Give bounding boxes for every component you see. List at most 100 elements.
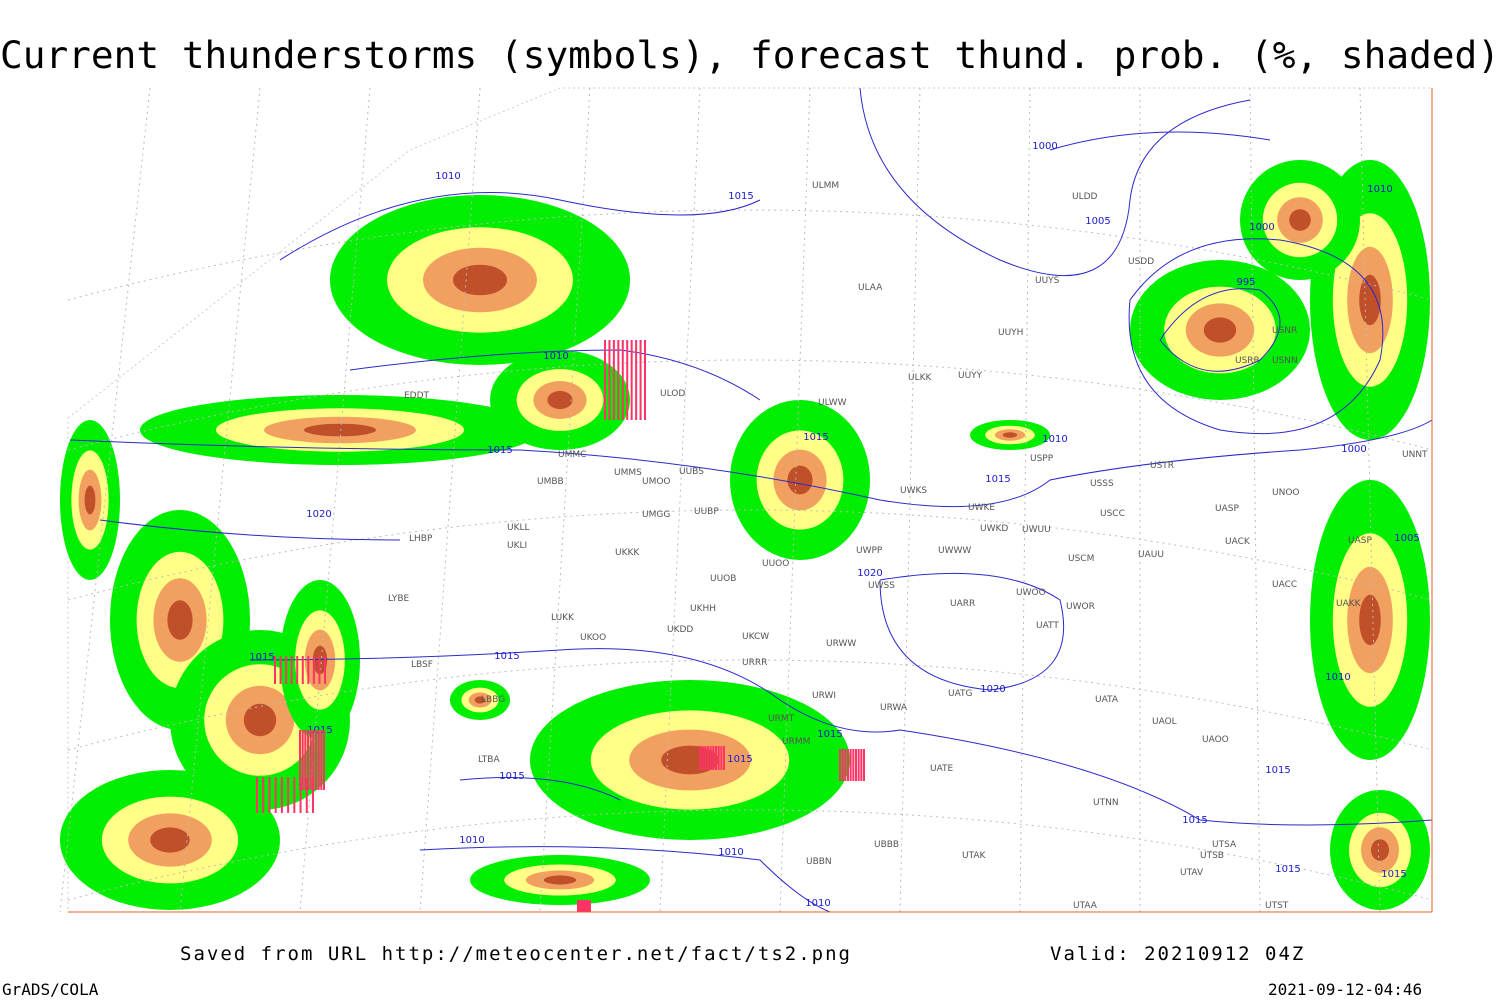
isobar-label: 1020 (306, 509, 331, 520)
station-label: UUOO (762, 559, 789, 569)
station-label: UWOO (1016, 588, 1046, 598)
graticule (67, 359, 1433, 451)
shading (84, 485, 96, 515)
software: GrADS/COLA (2, 980, 99, 999)
station-label: UWUU (1022, 525, 1051, 535)
station-label: ULOD (660, 389, 685, 399)
station-label: LTBA (478, 755, 500, 765)
station-label: USPP (1030, 454, 1054, 464)
isobar (1128, 238, 1384, 435)
station-label: UUYS (1035, 276, 1060, 286)
station-label: UWWW (938, 546, 971, 556)
station-label: UUYH (998, 328, 1023, 338)
isobar-label: 1015 (1381, 869, 1406, 880)
graticule (67, 809, 1433, 901)
isobar-label: 1005 (1085, 216, 1110, 227)
station-label: URWW (826, 639, 856, 649)
station-label: LHBP (409, 534, 433, 544)
isobar-label: 1010 (459, 835, 484, 846)
station-label: UKHH (690, 604, 716, 614)
station-label: ULWW (818, 398, 847, 408)
station-label: UKLL (507, 523, 530, 533)
map-labels: 1010 1015 1000 1005 1010 1000 995 1010 1015 1010 1… (249, 141, 1428, 911)
station-label: UASP (1215, 504, 1239, 514)
station-label: URWA (880, 703, 908, 713)
isobar (99, 519, 401, 541)
station-label: UATT (1036, 621, 1059, 631)
station-label: URWI (812, 691, 836, 701)
storm-symbols (256, 340, 865, 912)
station-label: URMM (782, 737, 810, 747)
station-label: UWOR (1066, 602, 1095, 612)
station-label: UASP (1348, 536, 1372, 546)
station-label: UTSB (1200, 851, 1224, 861)
isobar-label: 1000 (1032, 141, 1057, 152)
station-label: USNN (1272, 356, 1298, 366)
station-label: UATE (930, 764, 954, 774)
source-url: Saved from URL http://meteocenter.net/fa… (180, 943, 852, 965)
station-label: UKLI (507, 541, 527, 551)
isobar-label: 1000 (1341, 444, 1366, 455)
station-label: UAUU (1138, 550, 1164, 560)
isobar-label: 1015 (1265, 765, 1290, 776)
shading (543, 875, 577, 885)
isobar (459, 777, 621, 801)
probability-shading (60, 160, 1430, 910)
station-label: USTR (1150, 461, 1174, 471)
shading (1002, 432, 1018, 438)
station-label: URRR (742, 658, 767, 668)
isobar-label: 1010 (543, 351, 568, 362)
station-label: UAOO (1202, 735, 1229, 745)
isobar-label: 1000 (1249, 222, 1274, 233)
isobar (279, 192, 761, 261)
station-label: ULKK (908, 373, 933, 383)
title: Current thunderstorms (symbols), forecas… (0, 34, 1500, 77)
station-label: USCM (1068, 554, 1094, 564)
station-label: UACK (1225, 537, 1251, 547)
station-label: UTSA (1212, 840, 1237, 850)
isobar-label: 1015 (803, 432, 828, 443)
station-label: UMBB (537, 477, 564, 487)
shading (304, 423, 376, 437)
station-label: UTAV (1180, 868, 1204, 878)
isobar (859, 87, 1251, 277)
station-label: UACC (1272, 580, 1297, 590)
station-label: UKCW (742, 632, 769, 642)
station-label: UTAA (1073, 901, 1098, 911)
station-label: UUYY (958, 371, 983, 381)
isobar-label: 1010 (1367, 184, 1392, 195)
station-label: UUBS (679, 467, 704, 477)
station-label: UKKK (615, 548, 640, 558)
isobar-label: 995 (1236, 277, 1255, 288)
station-label: UAKK (1336, 599, 1362, 609)
station-label: URMT (768, 714, 795, 724)
station-label: UWKD (980, 524, 1008, 534)
isobar-label: 1005 (1394, 533, 1419, 544)
graticule (67, 509, 1433, 601)
isobar (249, 648, 1433, 826)
station-label: UKOO (580, 633, 606, 643)
isobar-label: 1015 (494, 651, 519, 662)
station-label: ULDD (1072, 192, 1098, 202)
shading (150, 827, 190, 853)
station-label: USDD (1128, 257, 1154, 267)
station-label: UAOL (1152, 717, 1177, 727)
valid-time: Valid: 20210912 04Z (1050, 943, 1305, 965)
shading (547, 391, 573, 409)
station-label: USRR (1235, 356, 1260, 366)
isobar-label: 1015 (249, 652, 274, 663)
station-label: USNR (1272, 326, 1297, 336)
isobar-label: 1010 (718, 847, 743, 858)
station-label: UWSS (868, 581, 895, 591)
shading (453, 264, 507, 296)
station-label: UUOB (710, 574, 736, 584)
station-label: UMMS (614, 468, 642, 478)
station-label: EDDT (404, 391, 430, 401)
shading (243, 703, 277, 737)
station-label: UATG (948, 689, 973, 699)
station-label: UKDD (667, 625, 693, 635)
graticule (67, 209, 1433, 301)
station-label: LBBG (481, 695, 505, 705)
shading (474, 696, 486, 704)
